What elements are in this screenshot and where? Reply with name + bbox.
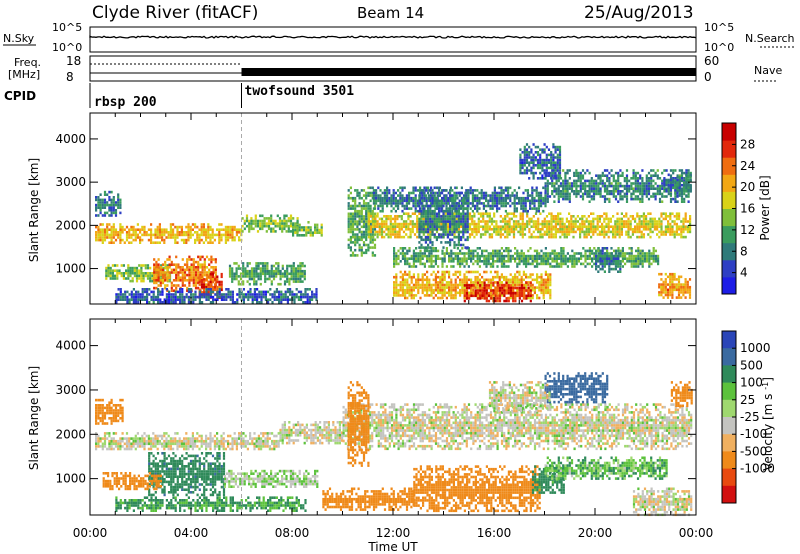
velocity-y-tick-label: 3000 xyxy=(55,383,86,397)
time-xlabel: Time UT xyxy=(367,540,418,554)
time-tick-label: 04:00 xyxy=(174,526,209,540)
velocity-y-tick-label: 2000 xyxy=(55,427,86,441)
velocity-colorbar-label-close: ] xyxy=(761,377,775,382)
power-y-tick-label: 3000 xyxy=(55,175,86,189)
power-colorbar-tick: 24 xyxy=(740,159,755,173)
nsearch-label: N.Search xyxy=(745,32,795,45)
nave-tick-bottom: 0 xyxy=(704,70,712,84)
velocity-colorbar-tick: -100 xyxy=(740,427,767,441)
time-tick-label: 00:00 xyxy=(73,526,108,540)
power-cells xyxy=(95,143,692,304)
velocity-ylabel: Slant Range [km] xyxy=(27,366,41,470)
station-title: Clyde River (fitACF) xyxy=(92,3,258,23)
velocity-colorbar-tick: 100 xyxy=(740,376,763,390)
velocity-colorbar-tick: 500 xyxy=(740,358,763,372)
beam-label: Beam 14 xyxy=(357,4,424,22)
freq-label-line1: Freq. xyxy=(14,56,41,69)
time-tick-label: 20:00 xyxy=(578,526,613,540)
date-label: 25/Aug/2013 xyxy=(584,3,694,23)
velocity-colorbar: 1000 500 100 25 -25 -100 -500 -1000 xyxy=(721,330,775,504)
velocity-colorbar-tick: -1000 xyxy=(740,462,775,476)
power-y-tick-label: 1000 xyxy=(55,262,86,276)
power-ylabel: Slant Range [km] xyxy=(27,158,41,262)
cpid-row: CPID rbsp 200 twofsound 3501 xyxy=(4,83,354,110)
nsky-label: N.Sky xyxy=(3,32,35,45)
velocity-colorbar-tick: 25 xyxy=(740,393,755,407)
time-tick-label: 12:00 xyxy=(376,526,411,540)
time-tick-label: 16:00 xyxy=(477,526,512,540)
velocity-colorbar-tick: -25 xyxy=(740,410,760,424)
nsky-tick-top: 10^5 xyxy=(52,21,82,34)
power-y-tick-label: 2000 xyxy=(55,218,86,232)
time-tick-label: 00:00 xyxy=(679,526,714,540)
velocity-panel: 1000 2000 3000 4000 Slant Range [km] 1000 50… xyxy=(27,318,776,554)
velocity-colorbar-label-exponent: -1 xyxy=(761,382,770,390)
freq-label-line2: [MHz] xyxy=(8,68,40,81)
freq-tick-top: 18 xyxy=(66,54,81,68)
velocity-frame xyxy=(89,318,697,516)
power-colorbar-label: Power [dB] xyxy=(758,175,772,240)
velocity-y-tick-label: 4000 xyxy=(55,339,86,353)
power-colorbar-tick: 12 xyxy=(740,223,755,237)
velocity-colorbar-label: Velocity [m s -1] xyxy=(761,377,776,471)
velocity-colorbar-tick: -500 xyxy=(740,444,767,458)
noise-strip: N.Sky 10^5 10^0 10^5 10^0 N.Search xyxy=(3,21,796,54)
power-colorbar-tick: 20 xyxy=(740,180,755,194)
power-y-ticks: 1000 2000 3000 4000 xyxy=(55,132,696,276)
power-colorbar-tick: 16 xyxy=(740,202,755,216)
power-colorbar-tick: 28 xyxy=(740,137,755,151)
noise-trace xyxy=(89,35,697,39)
velocity-cells xyxy=(95,372,693,517)
frequency-strip: Freq. [MHz] 18 8 60 0 Nave xyxy=(8,54,782,84)
nsearch-tick-top: 10^5 xyxy=(704,21,734,34)
velocity-y-tick-label: 1000 xyxy=(55,472,86,486)
power-colorbar: 4 8 12 16 20 24 28 xyxy=(721,122,755,295)
power-y-tick-label: 4000 xyxy=(55,132,86,146)
nave-label: Nave xyxy=(754,64,782,77)
cpid-label: CPID xyxy=(4,89,36,103)
nsky-tick-bottom: 10^0 xyxy=(52,41,82,54)
power-frame xyxy=(89,112,697,305)
nsearch-tick-bottom: 10^0 xyxy=(704,41,734,54)
cpid-segment-1: rbsp 200 xyxy=(94,95,157,110)
time-x-labels: 00:00 04:00 08:00 12:00 16:00 20:00 00:00 xyxy=(73,526,714,540)
velocity-x-ticks xyxy=(89,319,697,515)
nave-block xyxy=(241,68,696,76)
velocity-colorbar-tick: 1000 xyxy=(740,341,771,355)
time-tick-label: 08:00 xyxy=(275,526,310,540)
nave-tick-top: 60 xyxy=(704,54,719,68)
power-colorbar-tick: 8 xyxy=(740,244,748,258)
power-colorbar-tick: 4 xyxy=(740,266,748,280)
power-panel: 1000 2000 3000 4000 Slant Range [km] 4 8 12 16… xyxy=(27,112,772,305)
velocity-y-ticks: 1000 2000 3000 4000 xyxy=(55,339,696,486)
freq-tick-bottom: 8 xyxy=(66,70,74,84)
velocity-colorbar-label-text: Velocity [m s xyxy=(761,394,775,471)
cpid-segment-2: twofsound 3501 xyxy=(245,84,355,99)
